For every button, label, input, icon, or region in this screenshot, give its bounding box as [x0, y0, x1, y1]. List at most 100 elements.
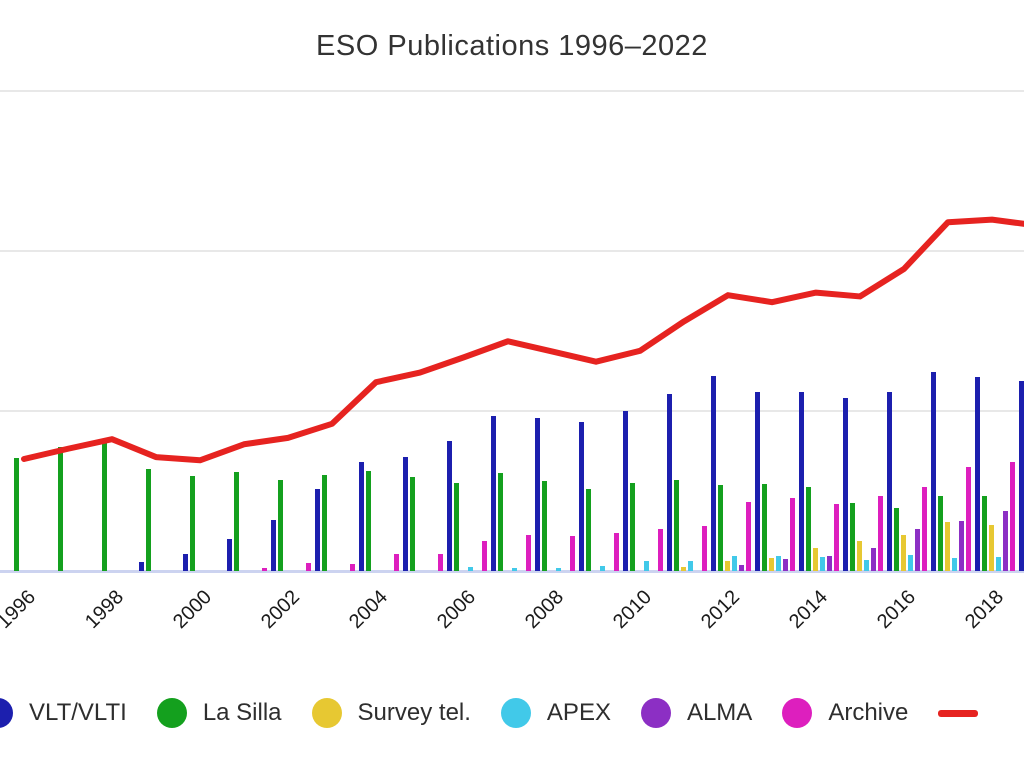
- alma-circle-swatch-icon: [640, 698, 671, 728]
- bar-archive-2004: [394, 553, 399, 571]
- bar-vlt-2012: [711, 375, 716, 571]
- bar-apex-2011: [688, 560, 693, 571]
- bar-survey-2016: [901, 535, 906, 571]
- bar-lasilla-2015: [850, 503, 855, 571]
- bar-lasilla-2014: [806, 487, 811, 571]
- legend-label-survey: Survey tel.: [357, 699, 471, 726]
- bar-apex-2009: [600, 565, 605, 571]
- bar-apex-2012: [732, 556, 737, 571]
- legend-label-archive: Archive: [828, 699, 909, 726]
- x-axis-baseline: [0, 570, 1024, 573]
- legend-item-survey[interactable]: Survey tel.: [311, 698, 471, 728]
- vlt-circle-swatch-icon: [0, 698, 13, 728]
- legend-item-vlt[interactable]: VLT/VLTI: [0, 698, 127, 728]
- bar-vlt-2006: [447, 441, 452, 571]
- bar-vlt-2005: [403, 457, 408, 571]
- bar-alma-2015: [871, 547, 876, 571]
- bar-alma-2013: [783, 558, 788, 571]
- bar-lasilla-2013: [762, 483, 767, 571]
- bar-apex-2007: [512, 567, 517, 571]
- bar-vlt-2016: [887, 391, 892, 571]
- bar-alma-2018: [1003, 510, 1008, 571]
- bar-archive-2008: [570, 535, 575, 571]
- bar-survey-2018: [989, 524, 994, 571]
- line-line-swatch-icon: [938, 709, 979, 717]
- bar-survey-2011: [681, 567, 686, 571]
- bar-vlt-2007: [491, 416, 496, 571]
- bar-vlt-2004: [359, 462, 364, 571]
- bar-lasilla-2007: [498, 473, 503, 571]
- bar-lasilla-2000: [190, 476, 195, 571]
- bar-apex-2014: [820, 556, 825, 571]
- bar-survey-2012: [725, 560, 730, 571]
- bar-vlt-2019: [1019, 380, 1024, 571]
- gridline: [0, 90, 1024, 92]
- bar-vlt-2008: [535, 418, 540, 571]
- total-line: [21, 216, 1024, 464]
- bar-vlt-2018: [975, 377, 980, 571]
- bar-archive-2013: [790, 498, 795, 571]
- bar-archive-2017: [966, 466, 971, 571]
- bar-apex-2010: [644, 560, 649, 571]
- bar-vlt-2002: [271, 519, 276, 571]
- legend-item-alma[interactable]: ALMA: [640, 698, 752, 728]
- bar-lasilla-2018: [982, 496, 987, 571]
- bar-alma-2014: [827, 556, 832, 571]
- bar-alma-2016: [915, 528, 920, 571]
- bar-archive-2015: [878, 496, 883, 571]
- bar-apex-2016: [908, 555, 913, 571]
- bar-lasilla-1999: [146, 469, 151, 571]
- bar-alma-2012: [739, 565, 744, 571]
- bar-vlt-2011: [667, 393, 672, 571]
- bar-lasilla-2005: [410, 476, 415, 571]
- bar-survey-2014: [813, 547, 818, 571]
- legend-item-archive[interactable]: Archive: [782, 698, 908, 728]
- gridline: [0, 250, 1024, 252]
- lasilla-circle-swatch-icon: [156, 698, 187, 728]
- bar-lasilla-2012: [718, 485, 723, 571]
- chart-title: ESO Publications 1996–2022: [316, 30, 708, 62]
- bar-vlt-2003: [315, 489, 320, 571]
- bar-lasilla-2017: [938, 496, 943, 571]
- bar-archive-2018: [1010, 462, 1015, 571]
- bar-lasilla-2008: [542, 480, 547, 571]
- bar-apex-2008: [556, 567, 561, 571]
- bar-archive-2010: [658, 528, 663, 571]
- bar-vlt-1999: [139, 562, 144, 571]
- bar-vlt-2009: [579, 421, 584, 571]
- bar-vlt-2001: [227, 539, 232, 571]
- legend-label-apex: APEX: [546, 699, 611, 726]
- bar-apex-2017: [952, 558, 957, 571]
- bar-lasilla-2004: [366, 471, 371, 571]
- bar-lasilla-1997: [58, 446, 63, 571]
- bar-archive-2007: [526, 535, 531, 571]
- bar-archive-2016: [922, 487, 927, 571]
- bar-archive-2012: [746, 501, 751, 571]
- legend-label-lasilla: La Silla: [202, 699, 282, 726]
- bar-archive-2002: [306, 563, 311, 571]
- bar-vlt-2013: [755, 391, 760, 571]
- apex-circle-swatch-icon: [500, 698, 531, 728]
- archive-circle-swatch-icon: [782, 698, 813, 728]
- bar-lasilla-2009: [586, 489, 591, 571]
- bar-lasilla-2011: [674, 480, 679, 571]
- bar-lasilla-1998: [102, 439, 107, 571]
- bar-survey-2013: [769, 558, 774, 571]
- bar-apex-2018: [996, 556, 1001, 571]
- legend-item-apex[interactable]: APEX: [500, 698, 611, 728]
- bar-archive-2011: [702, 526, 707, 571]
- bar-vlt-2015: [843, 397, 848, 571]
- legend-item-line[interactable]: [938, 709, 979, 717]
- bar-archive-2001: [262, 567, 267, 571]
- bar-apex-2006: [468, 567, 473, 571]
- legend-item-lasilla[interactable]: La Silla: [156, 698, 282, 728]
- bar-vlt-2000: [183, 554, 188, 571]
- bar-archive-2005: [438, 553, 443, 571]
- bar-vlt-2014: [799, 391, 804, 571]
- bar-archive-2014: [834, 503, 839, 571]
- bar-alma-2017: [959, 521, 964, 571]
- bar-lasilla-2002: [278, 480, 283, 571]
- legend: VLT/VLTI La Silla Survey tel. APEX ALMA Archi…: [0, 698, 979, 728]
